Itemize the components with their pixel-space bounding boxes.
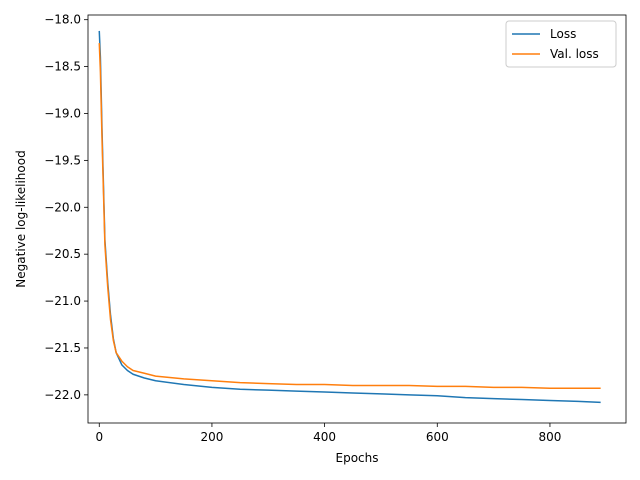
x-tick-label: 200 <box>200 430 223 444</box>
x-tick-label: 600 <box>426 430 449 444</box>
y-tick-label: −19.5 <box>44 153 81 167</box>
y-tick-label: −21.0 <box>44 294 81 308</box>
y-axis: −18.0 −18.5 −19.0 −19.5 −20.0 −20.5 −21.0 −21.5… <box>44 13 88 402</box>
series-line-1 <box>98 43 601 390</box>
legend: Loss Val. loss <box>505 20 617 68</box>
x-axis: 0 200 400 600 800 <box>95 423 561 444</box>
x-tick-label: 400 <box>313 430 336 444</box>
plot-frame <box>87 14 627 424</box>
plot-lines <box>98 30 601 404</box>
x-axis-label: Epochs <box>336 451 379 465</box>
x-tick-label: 800 <box>538 430 561 444</box>
legend-label: Loss <box>550 27 576 41</box>
series-line-0 <box>98 30 601 404</box>
y-tick-label: −18.5 <box>44 60 81 74</box>
y-tick-label: −20.0 <box>44 200 81 214</box>
legend-label: Val. loss <box>550 47 599 61</box>
y-axis-label: Negative log-likelihood <box>14 150 28 287</box>
y-tick-label: −20.5 <box>44 247 81 261</box>
y-tick-label: −19.0 <box>44 106 81 120</box>
y-tick-label: −18.0 <box>44 13 81 27</box>
legend-box <box>505 20 617 68</box>
y-tick-label: −22.0 <box>44 388 81 402</box>
y-tick-label: −21.5 <box>44 341 81 355</box>
x-tick-label: 0 <box>95 430 103 444</box>
